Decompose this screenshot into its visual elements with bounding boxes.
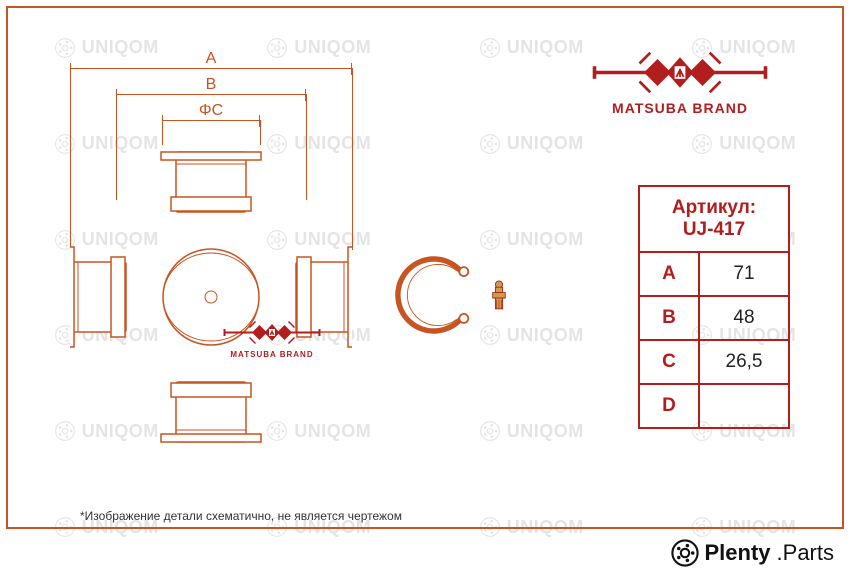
- param-cell: C: [639, 340, 699, 384]
- param-cell: A: [639, 252, 699, 296]
- param-cell: D: [639, 384, 699, 428]
- plenty-light: .Parts: [777, 540, 834, 566]
- brand-logo-on-part: MATSUBA BRAND: [222, 320, 322, 359]
- circlip-icon: [390, 250, 480, 340]
- table-row: B 48: [639, 296, 789, 340]
- dim-line-c: [162, 120, 260, 121]
- dim-label-c: ΦC: [196, 102, 226, 120]
- plenty-icon: [671, 539, 699, 567]
- dim-label-b: B: [203, 76, 220, 94]
- spec-table: Артикул: UJ-417 A 71B 48C 26,5D: [638, 185, 790, 429]
- u-joint-icon: [70, 142, 352, 452]
- table-row: D: [639, 384, 789, 428]
- content-area: MATSUBA BRAND A B ΦC: [0, 0, 850, 575]
- table-header-row: Артикул: UJ-417: [639, 186, 789, 252]
- brand-name: MATSUBA BRAND: [222, 350, 322, 359]
- header-label: Артикул:: [672, 197, 756, 218]
- plenty-bold: Plenty: [705, 540, 771, 566]
- plenty-parts-logo: Plenty.Parts: [671, 539, 835, 567]
- value-cell: 48: [699, 296, 789, 340]
- grease-nipple-icon: [490, 280, 508, 310]
- header-value: UJ-417: [683, 219, 745, 240]
- table-row: C 26,5: [639, 340, 789, 384]
- brand-logo-main: MATSUBA BRAND: [590, 50, 770, 116]
- dim-line-b: [116, 94, 306, 95]
- brand-mark-icon: [590, 50, 770, 95]
- technical-diagram: A B ΦC: [70, 50, 380, 470]
- table-header: Артикул: UJ-417: [639, 186, 789, 252]
- dim-line-a: [70, 68, 352, 69]
- value-cell: [699, 384, 789, 428]
- value-cell: 71: [699, 252, 789, 296]
- table-row: A 71: [639, 252, 789, 296]
- footnote-text: *Изображение детали схематично, не являе…: [80, 509, 402, 523]
- param-cell: B: [639, 296, 699, 340]
- ext-line: [352, 68, 353, 250]
- brand-mark-icon: [222, 320, 322, 345]
- brand-name: MATSUBA BRAND: [590, 100, 770, 116]
- value-cell: 26,5: [699, 340, 789, 384]
- dim-label-a: A: [203, 50, 220, 68]
